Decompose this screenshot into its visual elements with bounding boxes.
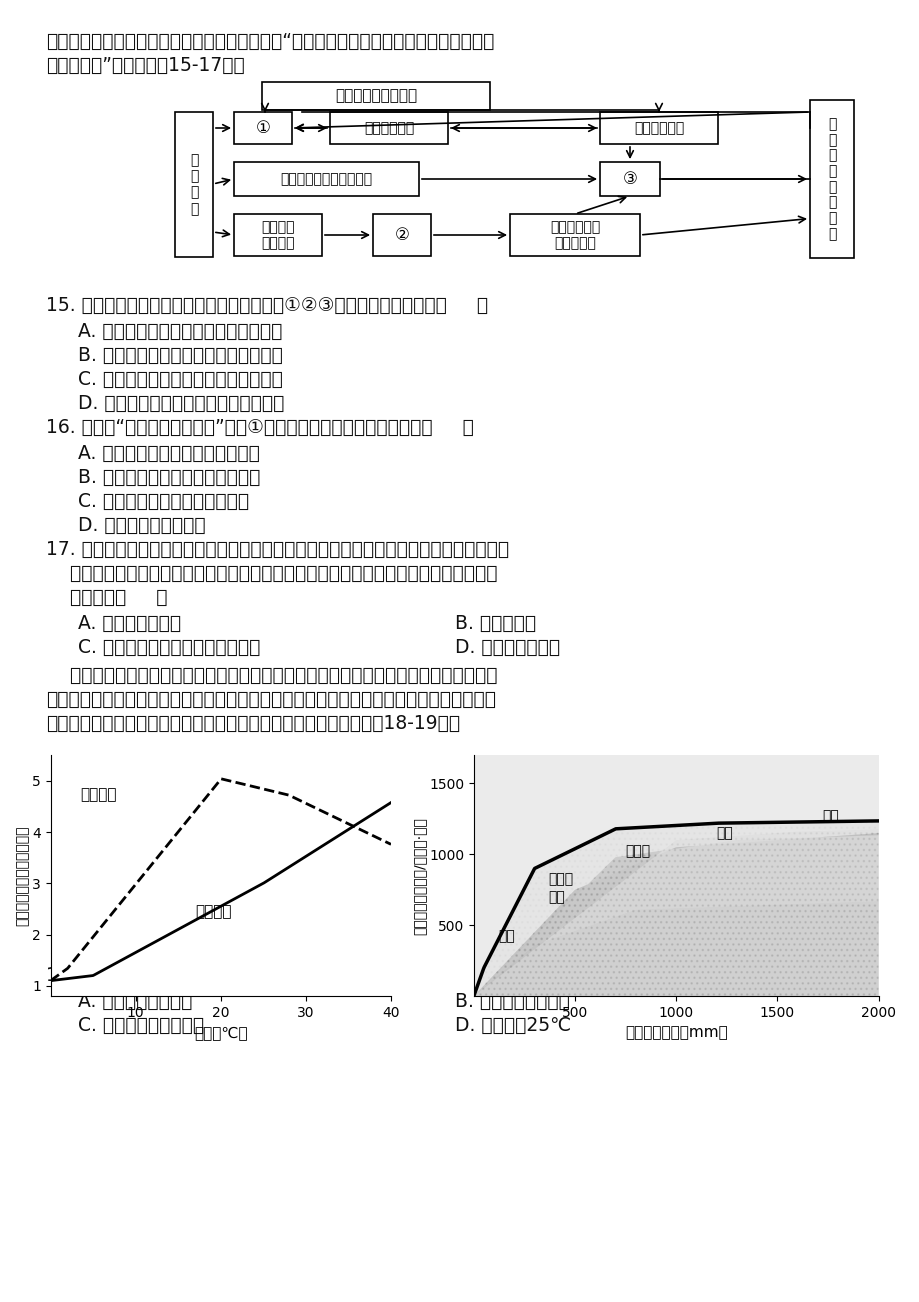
Text: 洋
面
封
冻: 洋 面 封 冻 bbox=[189, 154, 198, 216]
Text: C. 氟氯烃对臭氧的破坏作用加强: C. 氟氯烃对臭氧的破坏作用加强 bbox=[78, 492, 249, 510]
Y-axis label: 光合作用或呼吸作用的速度: 光合作用或呼吸作用的速度 bbox=[16, 825, 29, 926]
Text: D. 皮肤癌患者增多: D. 皮肤癌患者增多 bbox=[455, 638, 560, 658]
Text: 二
氧
化
碳
浓
度
降
低: 二 氧 化 碳 浓 度 降 低 bbox=[827, 117, 835, 241]
Text: A. 随气温升高而增大: A. 随气温升高而增大 bbox=[78, 992, 192, 1010]
Text: C. 随气温升高先增后减: C. 随气温升高先增后减 bbox=[78, 1016, 204, 1035]
FancyBboxPatch shape bbox=[233, 161, 418, 197]
Text: 湿润: 湿润 bbox=[716, 825, 732, 840]
Text: 荒漠: 荒漠 bbox=[497, 930, 515, 944]
Y-axis label: 净初级生产量（克/平方米·年）: 净初级生产量（克/平方米·年） bbox=[412, 816, 425, 935]
Text: 半湿润: 半湿润 bbox=[625, 845, 650, 858]
Text: A. 大气对地面辐射的吸收作用减弱: A. 大气对地面辐射的吸收作用减弱 bbox=[78, 444, 259, 464]
Text: 18. 仅考虑气温的影响，净初级生产量（     ）: 18. 仅考虑气温的影响，净初级生产量（ ） bbox=[46, 966, 302, 986]
Text: 关系示意图”，读图完成15-17题。: 关系示意图”，读图完成15-17题。 bbox=[46, 56, 244, 76]
Text: D. 最大值在25℃: D. 最大值在25℃ bbox=[455, 1016, 571, 1035]
X-axis label: 气温（℃）: 气温（℃） bbox=[194, 1025, 247, 1040]
Text: ③: ③ bbox=[622, 171, 637, 187]
FancyBboxPatch shape bbox=[509, 214, 640, 256]
Text: 光合作用: 光合作用 bbox=[80, 786, 117, 802]
Text: A. 气候变暖、温室作用加强、气候变暖: A. 气候变暖、温室作用加强、气候变暖 bbox=[78, 322, 282, 341]
Text: B. 大气对太阳辐射的散射作用增强: B. 大气对太阳辐射的散射作用增强 bbox=[78, 467, 260, 487]
Text: 17. 图中各项内容之间相互作用、相互影响，形成一种动态的平衡关系，若其中某一环节遭: 17. 图中各项内容之间相互作用、相互影响，形成一种动态的平衡关系，若其中某一环… bbox=[46, 540, 508, 559]
Text: 呼吸作用: 呼吸作用 bbox=[195, 905, 232, 919]
Text: 到破坏，就会导致这种平衡关系的失常。目前，这种平衡关系失常对人类产生的危害最: 到破坏，就会导致这种平衡关系的失常。目前，这种平衡关系失常对人类产生的危害最 bbox=[46, 564, 497, 583]
FancyBboxPatch shape bbox=[233, 214, 322, 256]
FancyBboxPatch shape bbox=[330, 112, 448, 145]
Text: 洋面封冻产生的效应叫做洋面封冻效应，下图是“洋面封冻效应与水、气候、生物相互作用: 洋面封冻产生的效应叫做洋面封冻效应，下图是“洋面封冻效应与水、气候、生物相互作用 bbox=[46, 33, 494, 51]
Text: A. 引起海平面下降: A. 引起海平面下降 bbox=[78, 615, 181, 633]
Text: ②: ② bbox=[394, 227, 409, 243]
Text: D. 大气的保温效应加强: D. 大气的保温效应加强 bbox=[78, 516, 206, 535]
Text: 生物衰退，光合作用减弱: 生物衰退，光合作用减弱 bbox=[280, 172, 372, 186]
FancyBboxPatch shape bbox=[809, 100, 853, 258]
FancyBboxPatch shape bbox=[599, 112, 717, 145]
Text: 有可能是（     ）: 有可能是（ ） bbox=[46, 589, 167, 607]
Text: 掉的那部分，剩下的可用于植物的生长和生殖的能量。下面的左图为光合作用、呼吸作用随: 掉的那部分，剩下的可用于植物的生长和生殖的能量。下面的左图为光合作用、呼吸作用随 bbox=[46, 690, 495, 710]
Text: C. 导致世界各国家经济结构的变化: C. 导致世界各国家经济结构的变化 bbox=[78, 638, 260, 658]
Text: 净初级生产量指在初级生产过程中，植物光合作用固定的能量中扣除植物呼吸作用消耗: 净初级生产量指在初级生产过程中，植物光合作用固定的能量中扣除植物呼吸作用消耗 bbox=[46, 667, 497, 685]
Text: B. 气候变冷、温室作用减弱、气候变冷: B. 气候变冷、温室作用减弱、气候变冷 bbox=[78, 346, 282, 365]
Text: 15. 根据图中各项内容之间的相互关系，数字①②③所代表的内容分别是（     ）: 15. 根据图中各项内容之间的相互关系，数字①②③所代表的内容分别是（ ） bbox=[46, 296, 488, 315]
Text: C. 气候变暖、温室作用减弱、气候变冷: C. 气候变暖、温室作用减弱、气候变冷 bbox=[78, 370, 282, 389]
Text: 生物繁盛，光
合作用加强: 生物繁盛，光 合作用加强 bbox=[550, 220, 599, 250]
Text: ①: ① bbox=[255, 118, 270, 137]
FancyBboxPatch shape bbox=[372, 214, 430, 256]
FancyBboxPatch shape bbox=[599, 161, 659, 197]
FancyBboxPatch shape bbox=[233, 112, 291, 145]
Text: 阻断了洋流的热输送: 阻断了洋流的热输送 bbox=[335, 89, 416, 103]
Text: 16. 图中由“二氧化碳浓度降低”导致①的过程中，体现出的地理原理是（     ）: 16. 图中由“二氧化碳浓度降低”导致①的过程中，体现出的地理原理是（ ） bbox=[46, 418, 473, 437]
Text: 封冻面积扩大: 封冻面积扩大 bbox=[364, 121, 414, 135]
Text: 潮湿: 潮湿 bbox=[821, 809, 838, 823]
Text: B. 腐蚀建筑物: B. 腐蚀建筑物 bbox=[455, 615, 536, 633]
Text: 半干旱
草原: 半干旱 草原 bbox=[548, 872, 573, 904]
FancyBboxPatch shape bbox=[262, 82, 490, 109]
Text: 蒸发减少
气候变干: 蒸发减少 气候变干 bbox=[261, 220, 294, 250]
Text: 气温变化图，右图为净初级生产量随年平均降水量变化图。读图回答18-19题。: 气温变化图，右图为净初级生产量随年平均降水量变化图。读图回答18-19题。 bbox=[46, 713, 460, 733]
FancyBboxPatch shape bbox=[175, 112, 213, 256]
Text: B. 随气温升高而减小: B. 随气温升高而减小 bbox=[455, 992, 569, 1010]
Text: D. 气候变冷、温室作用加强、气候变暖: D. 气候变冷、温室作用加强、气候变暖 bbox=[78, 395, 284, 413]
Text: 封冻面积缩小: 封冻面积缩小 bbox=[633, 121, 684, 135]
X-axis label: 年平均降水量（mm）: 年平均降水量（mm） bbox=[624, 1025, 727, 1040]
